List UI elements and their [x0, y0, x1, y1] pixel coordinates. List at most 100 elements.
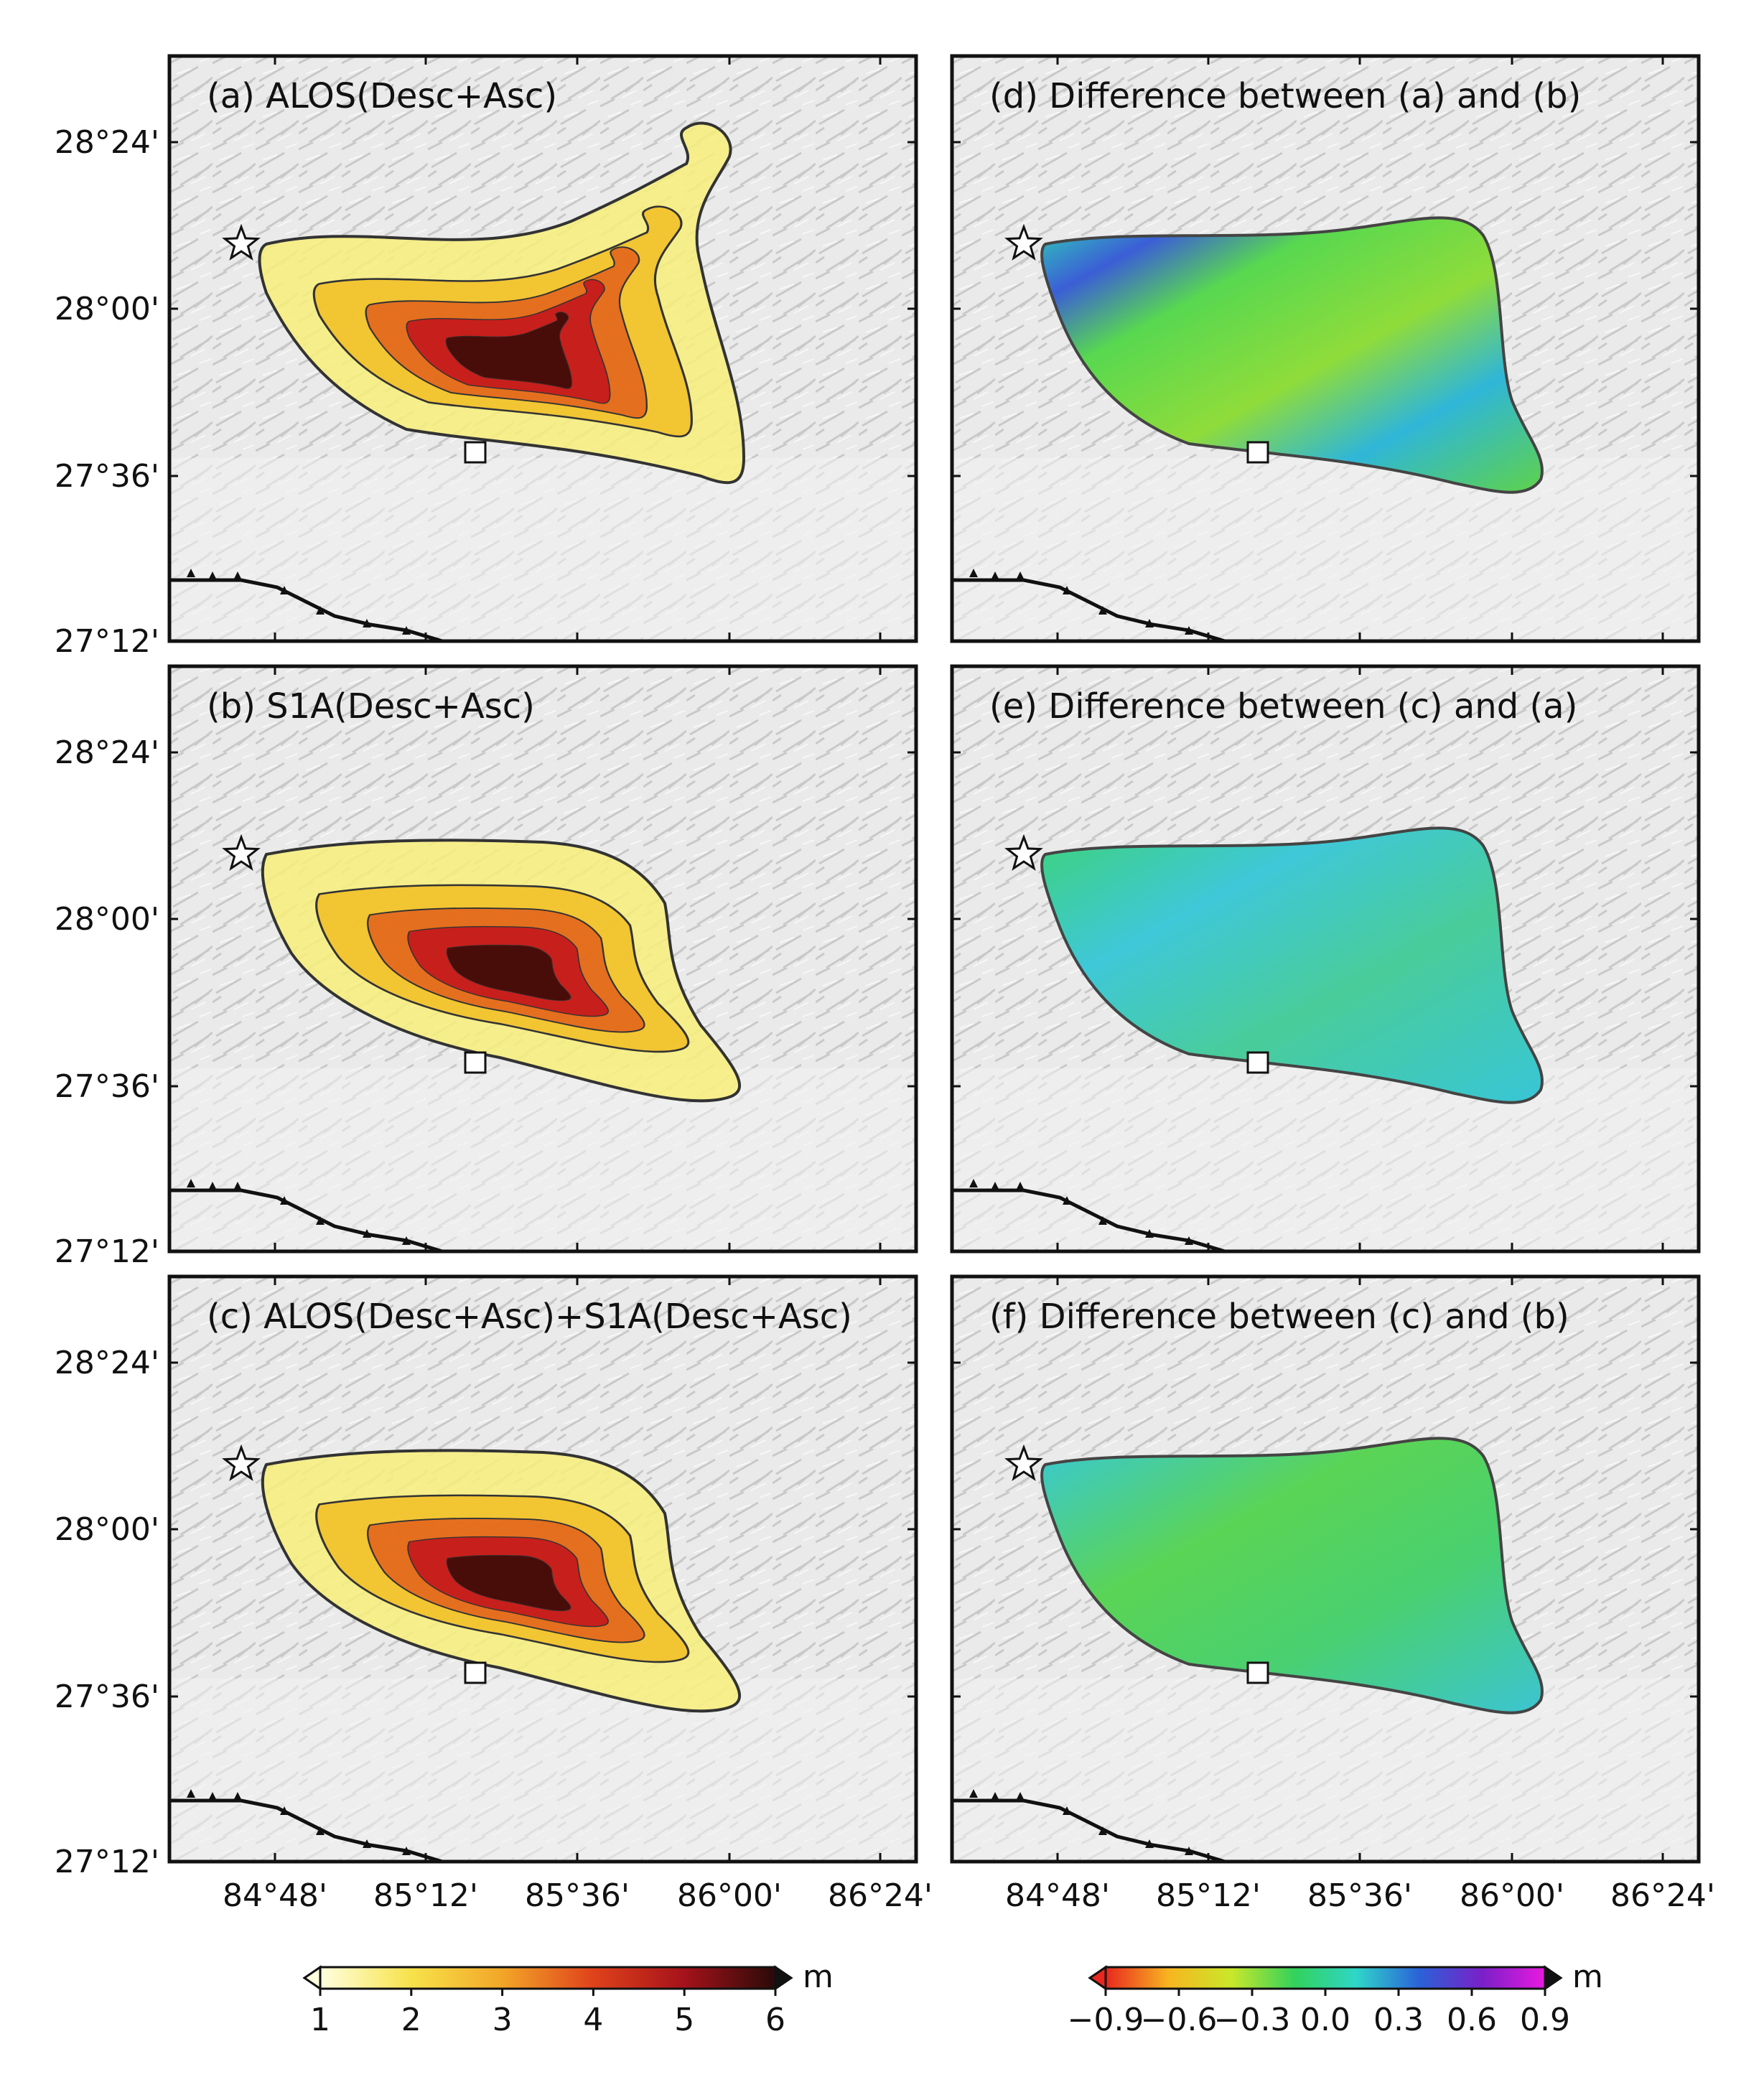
lowland-shading — [169, 1068, 916, 1251]
fault-tooth — [1145, 619, 1154, 627]
panel-title: (b) S1A(Desc+Asc) — [207, 686, 535, 727]
lat-label: 28°00' — [55, 291, 159, 327]
panel-a: (a) ALOS(Desc+Asc) 28°24' 28°00' 27°36' 27°1… — [55, 54, 918, 660]
fault-tooth — [1098, 1216, 1107, 1225]
colorbar-tick-label: −0.6 — [1141, 2002, 1218, 2038]
map-frame — [167, 664, 918, 1254]
panel-c: (c) ALOS(Desc+Asc)+S1A(Desc+Asc) 28°24' 28… — [55, 1274, 933, 1914]
panel-e: (e) Difference between (c) and (a) — [950, 664, 1701, 1254]
fault-tooth — [991, 1182, 999, 1190]
lat-label: 28°00' — [55, 901, 159, 938]
square-icon — [464, 441, 487, 464]
fault-tooth — [1098, 1826, 1107, 1835]
fault-tooth — [1063, 586, 1071, 594]
square-icon — [464, 1661, 487, 1684]
fault-tooth — [316, 1216, 325, 1225]
fault-tooth — [1185, 626, 1193, 635]
colorbar-min-arrow — [302, 1965, 322, 1991]
colorbar-tick-label: 3 — [493, 2002, 513, 2038]
fault-tooth — [280, 586, 289, 594]
fault-tooth — [969, 1789, 978, 1798]
star-icon — [1004, 834, 1043, 871]
lon-label: 86°00' — [1460, 1877, 1564, 1914]
lon-label: 85°36' — [525, 1877, 630, 1914]
colorbar-ramp — [1104, 1966, 1546, 1990]
map-frame — [950, 664, 1701, 1254]
panel-f: (f) Difference between (c) and (b) 84°48'… — [950, 1274, 1715, 1914]
map-frame — [167, 1274, 918, 1864]
fault-tooth — [233, 1182, 242, 1190]
colorbar-tick-label: 0.0 — [1300, 2002, 1350, 2038]
lat-label: 28°24' — [55, 734, 159, 771]
fault-tooth — [969, 569, 978, 577]
fault-tooth — [991, 1792, 999, 1801]
difference-field — [1040, 826, 1544, 1104]
lon-label: 86°24' — [828, 1877, 933, 1914]
contour-level-5 — [445, 312, 573, 389]
contour-level-5 — [446, 944, 571, 1002]
fault-tooth — [402, 626, 411, 635]
lon-label: 85°12' — [373, 1877, 478, 1914]
square-icon — [464, 1051, 487, 1074]
colorbar-max-arrow — [774, 1965, 793, 1991]
colorbar-tick-label: 5 — [674, 2002, 694, 2038]
colorbar-ramp — [319, 1966, 777, 1990]
star-icon — [222, 834, 261, 871]
lon-label: 84°48' — [223, 1877, 327, 1914]
lon-label: 85°36' — [1307, 1877, 1412, 1914]
fault-tooth — [187, 1179, 195, 1187]
lat-label: 27°12' — [55, 1233, 159, 1270]
star-icon — [222, 223, 261, 261]
fault-tooth — [280, 1196, 289, 1205]
fault-tooth — [187, 569, 195, 577]
lowland-shading — [169, 458, 916, 641]
lat-label: 28°24' — [55, 1345, 159, 1381]
lowland-shading — [952, 1679, 1699, 1862]
fault-tooth — [316, 1826, 325, 1835]
panel-title: (e) Difference between (c) and (a) — [989, 686, 1577, 727]
panel-b: (b) S1A(Desc+Asc) 28°24' 28°00' 27°36' 27°12… — [55, 664, 918, 1270]
map-frame — [950, 1274, 1701, 1864]
square-icon — [1246, 1051, 1269, 1074]
fault-tooth — [1145, 1229, 1154, 1238]
fault-tooth — [402, 1236, 411, 1245]
star-icon — [1004, 223, 1043, 261]
colorbar-tick-label: 2 — [401, 2002, 421, 2038]
colorbar-difference: −0.9−0.6−0.3 0.0 0.3 0.6 0.9m — [1068, 1959, 1603, 2038]
panel-title: (a) ALOS(Desc+Asc) — [207, 76, 557, 116]
fault-tooth — [402, 1847, 411, 1855]
panel-title: (f) Difference between (c) and (b) — [989, 1297, 1569, 1337]
lat-label: 27°36' — [55, 1068, 159, 1105]
colorbar-displacement: 1 2 3 4 5 6m — [302, 1959, 834, 2038]
map-frame — [167, 54, 918, 643]
fault-tooth — [208, 571, 217, 580]
fault-tooth — [363, 619, 371, 627]
fault-tooth — [233, 1792, 242, 1801]
colorbar-tick-label: 4 — [583, 2002, 603, 2038]
fault-tooth — [1185, 1236, 1193, 1245]
fault-tooth — [1063, 1196, 1071, 1205]
colorbar-unit: m — [1572, 1959, 1603, 1995]
difference-field — [1040, 1437, 1544, 1714]
lat-label: 27°12' — [55, 1844, 159, 1880]
colorbar-tick-label: 0.9 — [1520, 2002, 1570, 2038]
lat-label: 28°00' — [55, 1511, 159, 1548]
fault-tooth — [1098, 606, 1107, 615]
fault-tooth — [208, 1792, 217, 1801]
square-icon — [1246, 441, 1269, 464]
lon-label: 86°00' — [677, 1877, 782, 1914]
lat-label: 27°12' — [55, 623, 159, 660]
colorbar-tick-label: 6 — [765, 2002, 785, 2038]
lon-label: 85°12' — [1156, 1877, 1261, 1914]
lon-label: 84°48' — [1005, 1877, 1110, 1914]
lat-label: 27°36' — [55, 1679, 159, 1715]
fault-tooth — [233, 571, 242, 580]
colorbar-tick-label: 0.3 — [1373, 2002, 1424, 2038]
lat-label: 28°24' — [55, 124, 159, 161]
fault-tooth — [1016, 571, 1025, 580]
map-frame — [950, 54, 1701, 643]
fault-tooth — [363, 1229, 371, 1238]
contour-level-5 — [446, 1554, 571, 1612]
colorbar-tick-label: 0.6 — [1447, 2002, 1497, 2038]
